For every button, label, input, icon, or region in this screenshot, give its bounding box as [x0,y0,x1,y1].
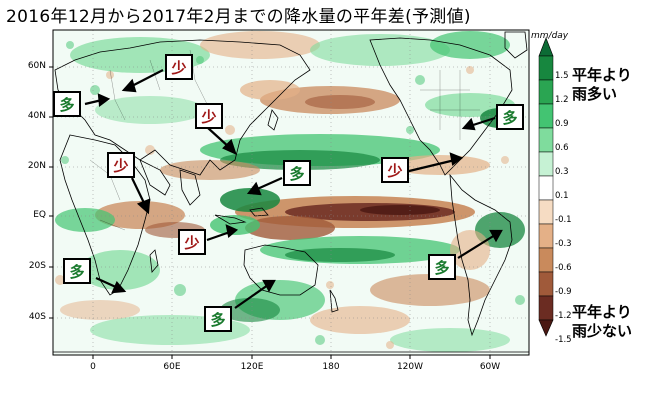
colorbar-segment [538,199,554,225]
lat-tick-label: 60N [27,61,46,71]
lon-tick-label: 0 [90,362,96,372]
more-rain-tag-europe: 多 [53,91,81,117]
colorbar-segment [538,103,554,129]
anomaly-field [53,30,529,355]
colorbar-unit: mm/day [531,31,569,41]
colorbar-segment [538,247,554,273]
more-rain-tag-philippines: 多 [283,160,311,186]
colorbar-tick: -0.6 [555,263,572,273]
colorbar-tick: -0.9 [555,287,572,297]
colorbar-dry-label-line2: 雨少ない [572,322,633,340]
colorbar-tick: 0.6 [555,143,569,153]
colorbar-tick: 1.2 [555,95,569,105]
colorbar-segment [538,175,554,201]
colorbar-top-arrow [538,37,554,57]
colorbar-tick: -0.3 [555,239,572,249]
lon-tick-label: 60W [479,362,501,372]
more-rain-tag-south-america: 多 [428,254,456,280]
lat-tick-label: 40S [28,312,46,322]
colorbar-tick: 1.5 [555,71,569,81]
more-rain-tag-australia: 多 [204,306,232,332]
colorbar-segment [538,151,554,177]
colorbar-tick: 0.9 [555,119,569,129]
colorbar-wet-label: 平年より 雨多い [572,66,632,104]
lon-tick-label: 60E [163,362,181,372]
colorbar-segment [538,127,554,153]
lon-tick-label: 120E [240,362,264,372]
axis-ticks [49,66,491,359]
lat-tick-label: 40N [27,111,46,121]
map-title: 2016年12月から2017年2月までの降水量の平年差(予測値) [6,7,471,27]
colorbar-tick: 0.1 [555,191,569,201]
less-rain-tag-europe: 少 [165,54,193,80]
colorbar-dry-label-line1: 平年より [572,303,632,321]
less-rain-tag-africa: 少 [107,152,135,178]
colorbar-dry-label: 平年より 雨少ない [572,303,632,341]
map-frame [52,29,530,356]
colorbar-segment [538,295,554,321]
lat-tick-label: EQ [33,210,46,220]
less-rain-tag-gulf: 少 [381,157,409,183]
colorbar-tick: -1.5 [555,335,572,345]
colorbar-bottom-arrow [538,319,554,337]
colorbar-segment [538,271,554,297]
colorbar [538,37,554,337]
colorbar-tick: 0.3 [555,167,569,177]
colorbar-segment [538,223,554,249]
lat-tick-label: 20N [27,161,46,171]
less-rain-tag-indian-ocean: 少 [178,229,206,255]
less-rain-tag-china: 少 [195,103,223,129]
annotation-arrows [84,69,503,309]
colorbar-wet-label-line2: 雨多い [572,85,618,103]
colorbar-wet-label-line1: 平年より [572,66,632,84]
colorbar-tick: -1.2 [555,311,572,321]
colorbar-segment [538,79,554,105]
lon-tick-label: 120W [396,362,424,372]
colorbar-segment [538,55,554,81]
lat-tick-label: 20S [28,261,46,271]
more-rain-tag-south-africa: 多 [63,258,91,284]
lon-tick-label: 180 [322,362,340,372]
more-rain-tag-north-america: 多 [496,104,524,130]
colorbar-tick: -0.1 [555,215,572,225]
